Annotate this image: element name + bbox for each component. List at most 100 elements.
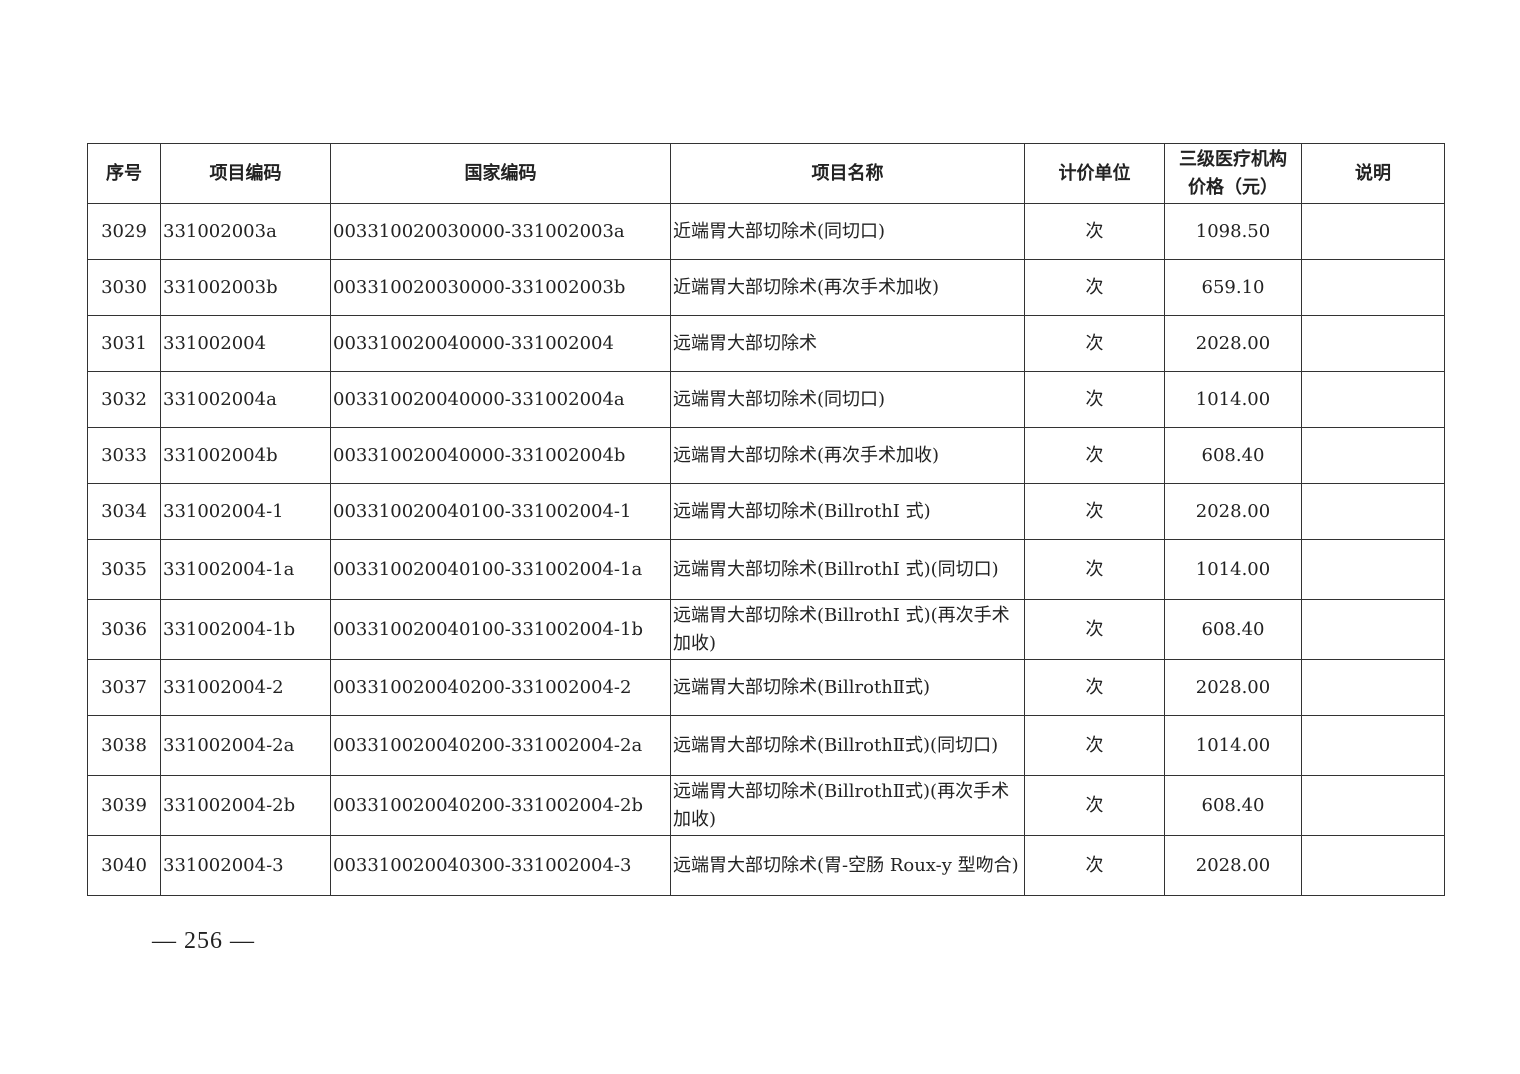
cell-code: 331002004b: [160, 427, 331, 484]
cell-unit: 次: [1024, 483, 1165, 540]
cell-no: 3033: [87, 427, 161, 484]
cell-no: 3039: [87, 775, 161, 836]
cell-unit: 次: [1024, 427, 1165, 484]
cell-code: 331002004-1: [160, 483, 331, 540]
cell-national-code: 003310020030000-331002003b: [330, 259, 671, 316]
cell-name: 远端胃大部切除术(BillrothI 式)(同切口): [670, 539, 1025, 600]
cell-price: 1014.00: [1164, 715, 1302, 776]
cell-name: 远端胃大部切除术(BillrothⅡ式): [670, 659, 1025, 716]
cell-no: 3036: [87, 599, 161, 660]
cell-national-code: 003310020040100-331002004-1: [330, 483, 671, 540]
cell-no: 3031: [87, 315, 161, 372]
header-name: 项目名称: [670, 143, 1025, 204]
cell-national-code: 003310020040200-331002004-2b: [330, 775, 671, 836]
cell-name: 近端胃大部切除术(同切口): [670, 203, 1025, 260]
cell-price: 1098.50: [1164, 203, 1302, 260]
table-row: 3040 331002004-3 003310020040300-331002004…: [87, 835, 1445, 896]
cell-name: 远端胃大部切除术(BillrothⅡ式)(同切口): [670, 715, 1025, 776]
cell-code: 331002004: [160, 315, 331, 372]
cell-unit: 次: [1024, 775, 1165, 836]
table-row: 3036 331002004-1b 003310020040100-33100200…: [87, 599, 1445, 660]
cell-no: 3029: [87, 203, 161, 260]
cell-national-code: 003310020040200-331002004-2a: [330, 715, 671, 776]
header-no: 序号: [87, 143, 161, 204]
table-row: 3031 331002004 003310020040000-331002004 远端…: [87, 315, 1445, 372]
table-row: 3038 331002004-2a 003310020040200-33100200…: [87, 715, 1445, 776]
cell-name: 远端胃大部切除术(BillrothI 式): [670, 483, 1025, 540]
table-row: 3033 331002004b 003310020040000-331002004b…: [87, 427, 1445, 484]
cell-no: 3040: [87, 835, 161, 896]
header-code: 项目编码: [160, 143, 331, 204]
cell-national-code: 003310020040000-331002004a: [330, 371, 671, 428]
cell-name: 远端胃大部切除术(同切口): [670, 371, 1025, 428]
cell-no: 3037: [87, 659, 161, 716]
cell-price: 2028.00: [1164, 659, 1302, 716]
cell-national-code: 003310020030000-331002003a: [330, 203, 671, 260]
cell-name: 远端胃大部切除术(再次手术加收): [670, 427, 1025, 484]
cell-national-code: 003310020040000-331002004: [330, 315, 671, 372]
cell-national-code: 003310020040100-331002004-1b: [330, 599, 671, 660]
cell-price: 2028.00: [1164, 315, 1302, 372]
cell-code: 331002003b: [160, 259, 331, 316]
table-row: 3035 331002004-1a 003310020040100-33100200…: [87, 539, 1445, 600]
table-row: 3037 331002004-2 003310020040200-331002004…: [87, 659, 1445, 716]
table-row: 3030 331002003b 003310020030000-331002003b…: [87, 259, 1445, 316]
cell-unit: 次: [1024, 599, 1165, 660]
cell-name: 远端胃大部切除术(BillrothⅡ式)(再次手术加收): [670, 775, 1025, 836]
cell-code: 331002004-1b: [160, 599, 331, 660]
cell-price: 1014.00: [1164, 539, 1302, 600]
cell-no: 3035: [87, 539, 161, 600]
cell-note: [1301, 599, 1445, 660]
cell-note: [1301, 203, 1445, 260]
table-row: 3032 331002004a 003310020040000-331002004a…: [87, 371, 1445, 428]
cell-price: 608.40: [1164, 775, 1302, 836]
cell-unit: 次: [1024, 371, 1165, 428]
table-row: 3034 331002004-1 003310020040100-331002004…: [87, 483, 1445, 540]
cell-code: 331002004-2b: [160, 775, 331, 836]
cell-unit: 次: [1024, 203, 1165, 260]
cell-code: 331002004-2a: [160, 715, 331, 776]
cell-note: [1301, 659, 1445, 716]
cell-price: 608.40: [1164, 427, 1302, 484]
cell-note: [1301, 483, 1445, 540]
cell-unit: 次: [1024, 659, 1165, 716]
cell-code: 331002004a: [160, 371, 331, 428]
cell-unit: 次: [1024, 259, 1165, 316]
cell-note: [1301, 315, 1445, 372]
header-national-code: 国家编码: [330, 143, 671, 204]
cell-code: 331002004-3: [160, 835, 331, 896]
cell-national-code: 003310020040100-331002004-1a: [330, 539, 671, 600]
cell-national-code: 003310020040000-331002004b: [330, 427, 671, 484]
cell-national-code: 003310020040200-331002004-2: [330, 659, 671, 716]
cell-price: 2028.00: [1164, 483, 1302, 540]
cell-name: 远端胃大部切除术: [670, 315, 1025, 372]
cell-no: 3034: [87, 483, 161, 540]
table-header-row: 序号 项目编码 国家编码 项目名称 计价单位 三级医疗机构价格（元） 说明: [87, 143, 1445, 204]
table-row: 3039 331002004-2b 003310020040200-33100200…: [87, 775, 1445, 836]
cell-name: 近端胃大部切除术(再次手术加收): [670, 259, 1025, 316]
header-note: 说明: [1301, 143, 1445, 204]
cell-no: 3030: [87, 259, 161, 316]
cell-price: 659.10: [1164, 259, 1302, 316]
cell-unit: 次: [1024, 835, 1165, 896]
cell-unit: 次: [1024, 315, 1165, 372]
cell-code: 331002003a: [160, 203, 331, 260]
price-table: 序号 项目编码 国家编码 项目名称 计价单位 三级医疗机构价格（元） 说明 30…: [87, 143, 1445, 896]
cell-national-code: 003310020040300-331002004-3: [330, 835, 671, 896]
cell-note: [1301, 371, 1445, 428]
cell-note: [1301, 259, 1445, 316]
cell-note: [1301, 427, 1445, 484]
cell-no: 3032: [87, 371, 161, 428]
cell-name: 远端胃大部切除术(胃-空肠 Roux-y 型吻合): [670, 835, 1025, 896]
cell-note: [1301, 775, 1445, 836]
cell-code: 331002004-1a: [160, 539, 331, 600]
cell-name: 远端胃大部切除术(BillrothI 式)(再次手术加收): [670, 599, 1025, 660]
cell-unit: 次: [1024, 715, 1165, 776]
cell-code: 331002004-2: [160, 659, 331, 716]
cell-price: 1014.00: [1164, 371, 1302, 428]
header-price: 三级医疗机构价格（元）: [1164, 143, 1302, 204]
cell-price: 608.40: [1164, 599, 1302, 660]
cell-note: [1301, 715, 1445, 776]
cell-note: [1301, 539, 1445, 600]
page-number: — 256 —: [152, 928, 255, 954]
